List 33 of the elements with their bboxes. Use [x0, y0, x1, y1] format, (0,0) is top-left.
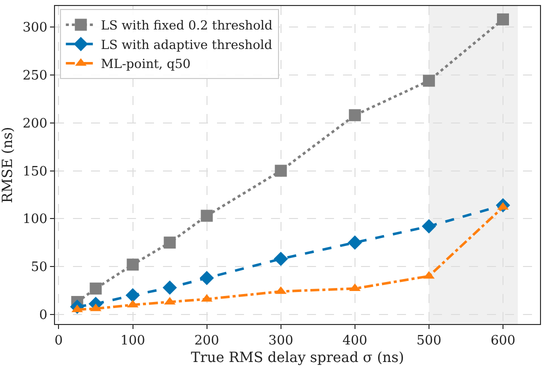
legend-label: ML-point, q50 — [100, 56, 191, 72]
point — [348, 109, 361, 122]
point — [90, 282, 102, 295]
x-tick-label: 300 — [268, 334, 294, 349]
point — [496, 13, 509, 26]
y-tick-label: 50 — [30, 260, 48, 276]
point — [348, 235, 362, 250]
point — [164, 236, 176, 249]
y-axis-title: RMSE (ns) — [0, 126, 16, 204]
y-tick-label: 250 — [22, 68, 48, 84]
x-tick-label: 400 — [342, 334, 368, 349]
y-tick-label: 300 — [22, 20, 48, 36]
x-tick-label: 600 — [490, 334, 516, 349]
x-axis-title: True RMS delay spread σ (ns) — [190, 350, 404, 366]
x-tick-label: 100 — [120, 334, 146, 349]
y-tick-label: 100 — [22, 212, 48, 228]
point — [200, 270, 214, 286]
x-tick-label: 200 — [194, 334, 220, 349]
point — [126, 258, 139, 271]
point — [422, 219, 436, 234]
legend-label: LS with adaptive threshold — [100, 36, 272, 52]
point — [274, 164, 287, 177]
point — [200, 210, 213, 222]
y-tick-label: 200 — [22, 116, 48, 132]
x-tick-label: 500 — [416, 334, 442, 349]
point — [162, 280, 177, 295]
point — [422, 74, 435, 87]
x-tick-label: 0 — [54, 334, 63, 349]
point — [126, 288, 140, 302]
y-tick-label: 0 — [39, 308, 48, 323]
point — [274, 252, 288, 266]
y-tick-label: 150 — [22, 164, 48, 180]
legend-label: LS with fixed 0.2 threshold — [100, 18, 272, 33]
